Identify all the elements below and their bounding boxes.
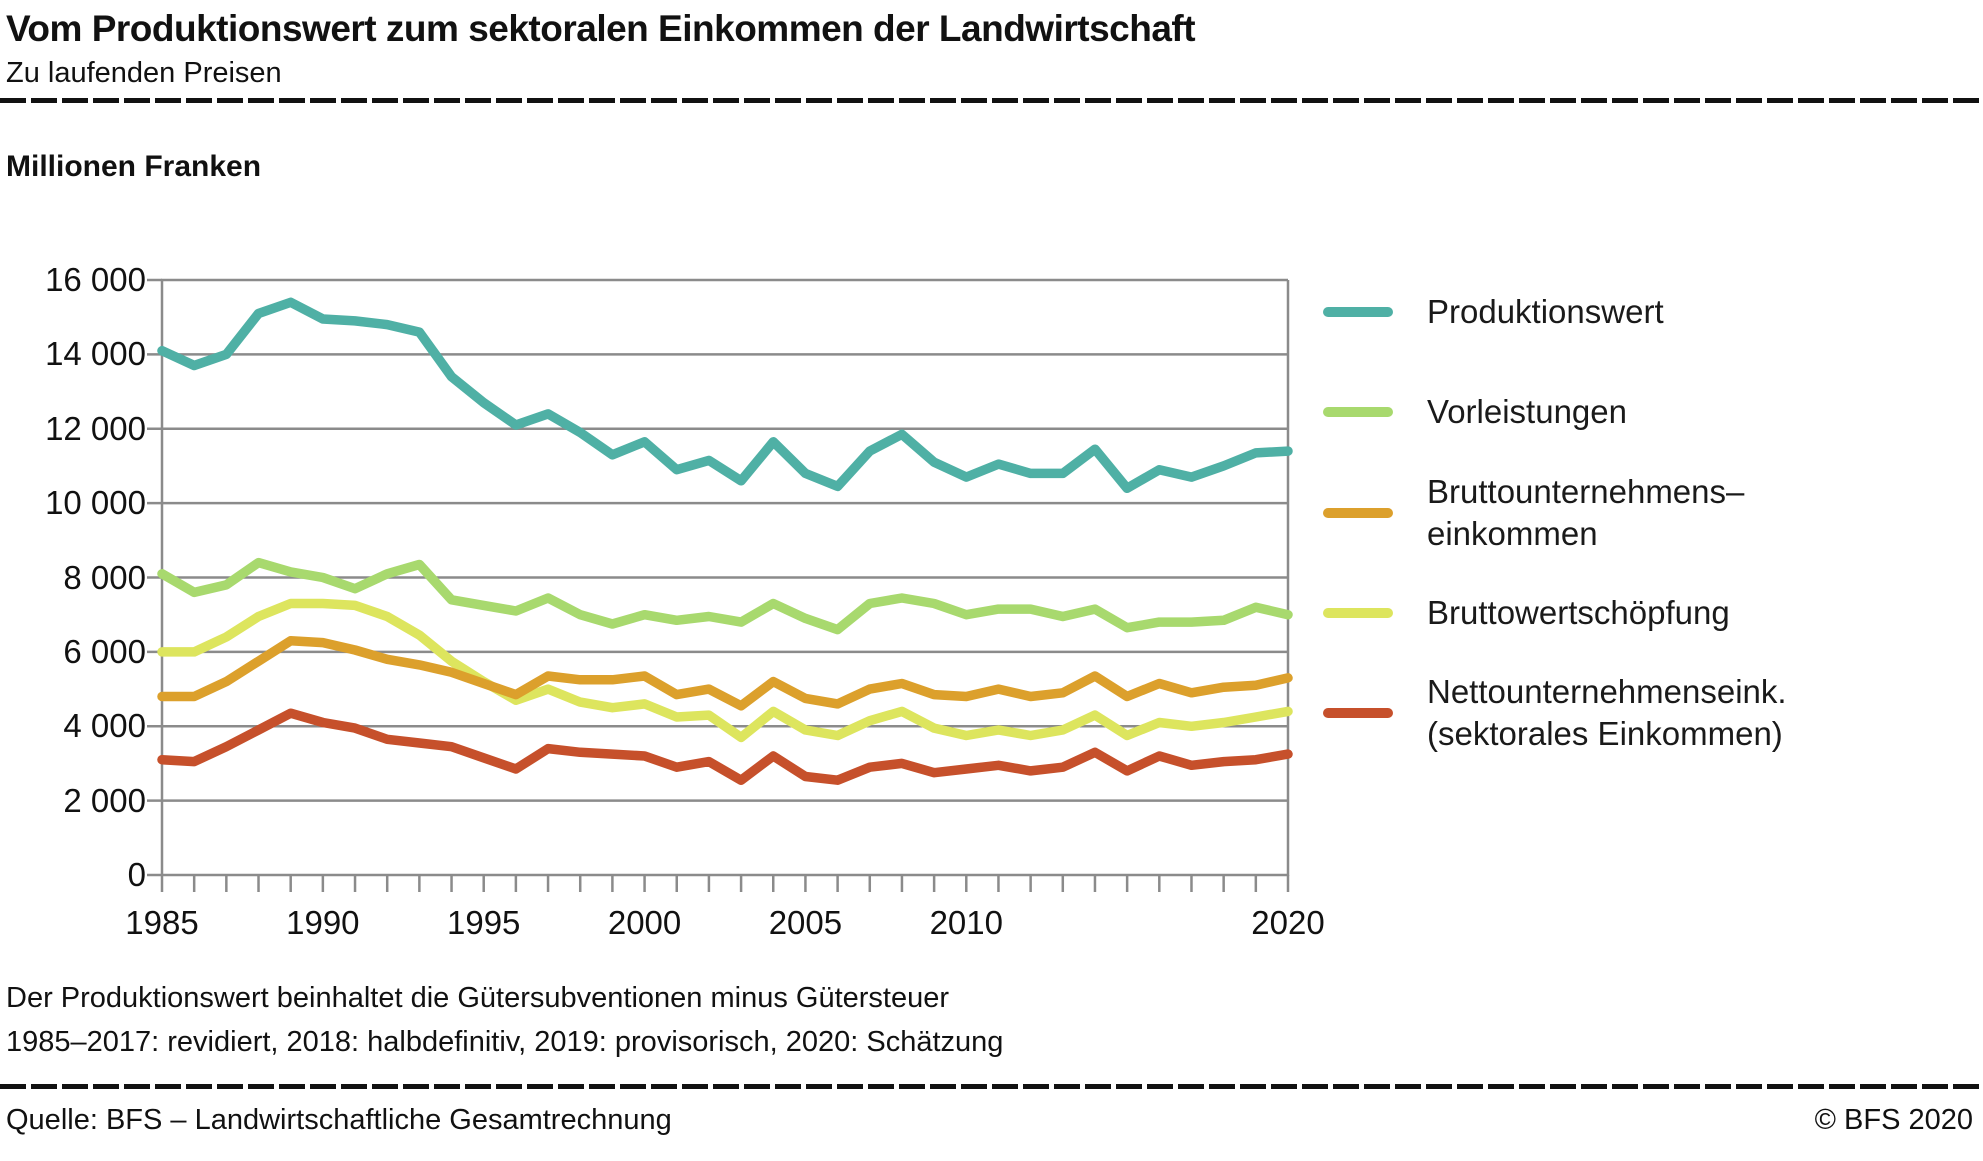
legend-item-nettounternehmenseink-sektorales-einkommen-: Nettounternehmenseink. (sektorales Einkom… (1323, 669, 1787, 757)
legend-label: Nettounternehmenseink. (sektorales Einkom… (1427, 673, 1787, 752)
x-tick-label-2010: 2010 (929, 904, 1003, 941)
x-tick-label-2005: 2005 (768, 904, 843, 941)
copyright-notice: © BFS 2020 (1814, 1104, 1973, 1136)
x-tick-label-1990: 1990 (286, 904, 360, 941)
series-line-vorleistungen (157, 557, 1293, 635)
legend-swatch-icon (1323, 608, 1393, 618)
series-line-produktionswert (157, 297, 1293, 494)
x-tick-label-1985: 1985 (125, 904, 199, 941)
y-tick-label-4000: 4 000 (63, 707, 146, 745)
legend-label: Vorleistungen (1427, 393, 1627, 430)
x-tick-label-2020: 2020 (1251, 904, 1325, 941)
y-axis-unit-label: Millionen Franken (6, 150, 262, 183)
y-tick-label-16000: 16 000 (45, 261, 146, 298)
series-line-nettounternehmenseink-sektorales-einkommen- (157, 708, 1293, 785)
legend-label: Produktionswert (1427, 293, 1664, 330)
page-subtitle: Zu laufenden Preisen (6, 57, 282, 89)
y-tick-label-0: 0 (127, 856, 146, 893)
legend-swatch-icon (1323, 407, 1393, 417)
legend-item-vorleistungen: Vorleistungen (1323, 368, 1627, 456)
legend-swatch-icon (1323, 708, 1393, 718)
source-attribution: Quelle: BFS – Landwirtschaftliche Gesamt… (6, 1104, 672, 1136)
legend-item-bruttowertsch-pfung: Bruttowertschöpfung (1323, 569, 1730, 657)
footnote-definition: Der Produktionswert beinhaltet die Güter… (6, 982, 950, 1014)
y-tick-label-12000: 12 000 (45, 409, 146, 447)
y-tick-label-10000: 10 000 (45, 484, 146, 522)
legend-item-produktionswert: Produktionswert (1323, 268, 1664, 356)
top-divider (0, 98, 1983, 103)
legend-swatch-icon (1323, 508, 1393, 518)
y-tick-label-8000: 8 000 (63, 558, 146, 596)
x-tick-label-2000: 2000 (607, 904, 682, 941)
bottom-divider (0, 1084, 1983, 1089)
y-tick-label-14000: 14 000 (45, 335, 146, 373)
legend-label: Bruttounternehmens– einkommen (1427, 473, 1745, 552)
series-line-bruttounternehmens-einkommen (157, 635, 1293, 711)
legend-item-bruttounternehmens-einkommen: Bruttounternehmens– einkommen (1323, 469, 1744, 557)
y-tick-label-2000: 2 000 (63, 781, 146, 819)
legend-label: Bruttowertschöpfung (1427, 594, 1730, 631)
legend-swatch-icon (1323, 307, 1393, 317)
x-tick-label-1995: 1995 (446, 904, 521, 941)
series-line-bruttowertsch-pfung (157, 598, 1293, 743)
footnote-revision-status: 1985–2017: revidiert, 2018: halbdefiniti… (6, 1026, 1004, 1058)
y-tick-label-6000: 6 000 (63, 632, 146, 670)
page-title: Vom Produktionswert zum sektoralen Einko… (6, 8, 1196, 49)
